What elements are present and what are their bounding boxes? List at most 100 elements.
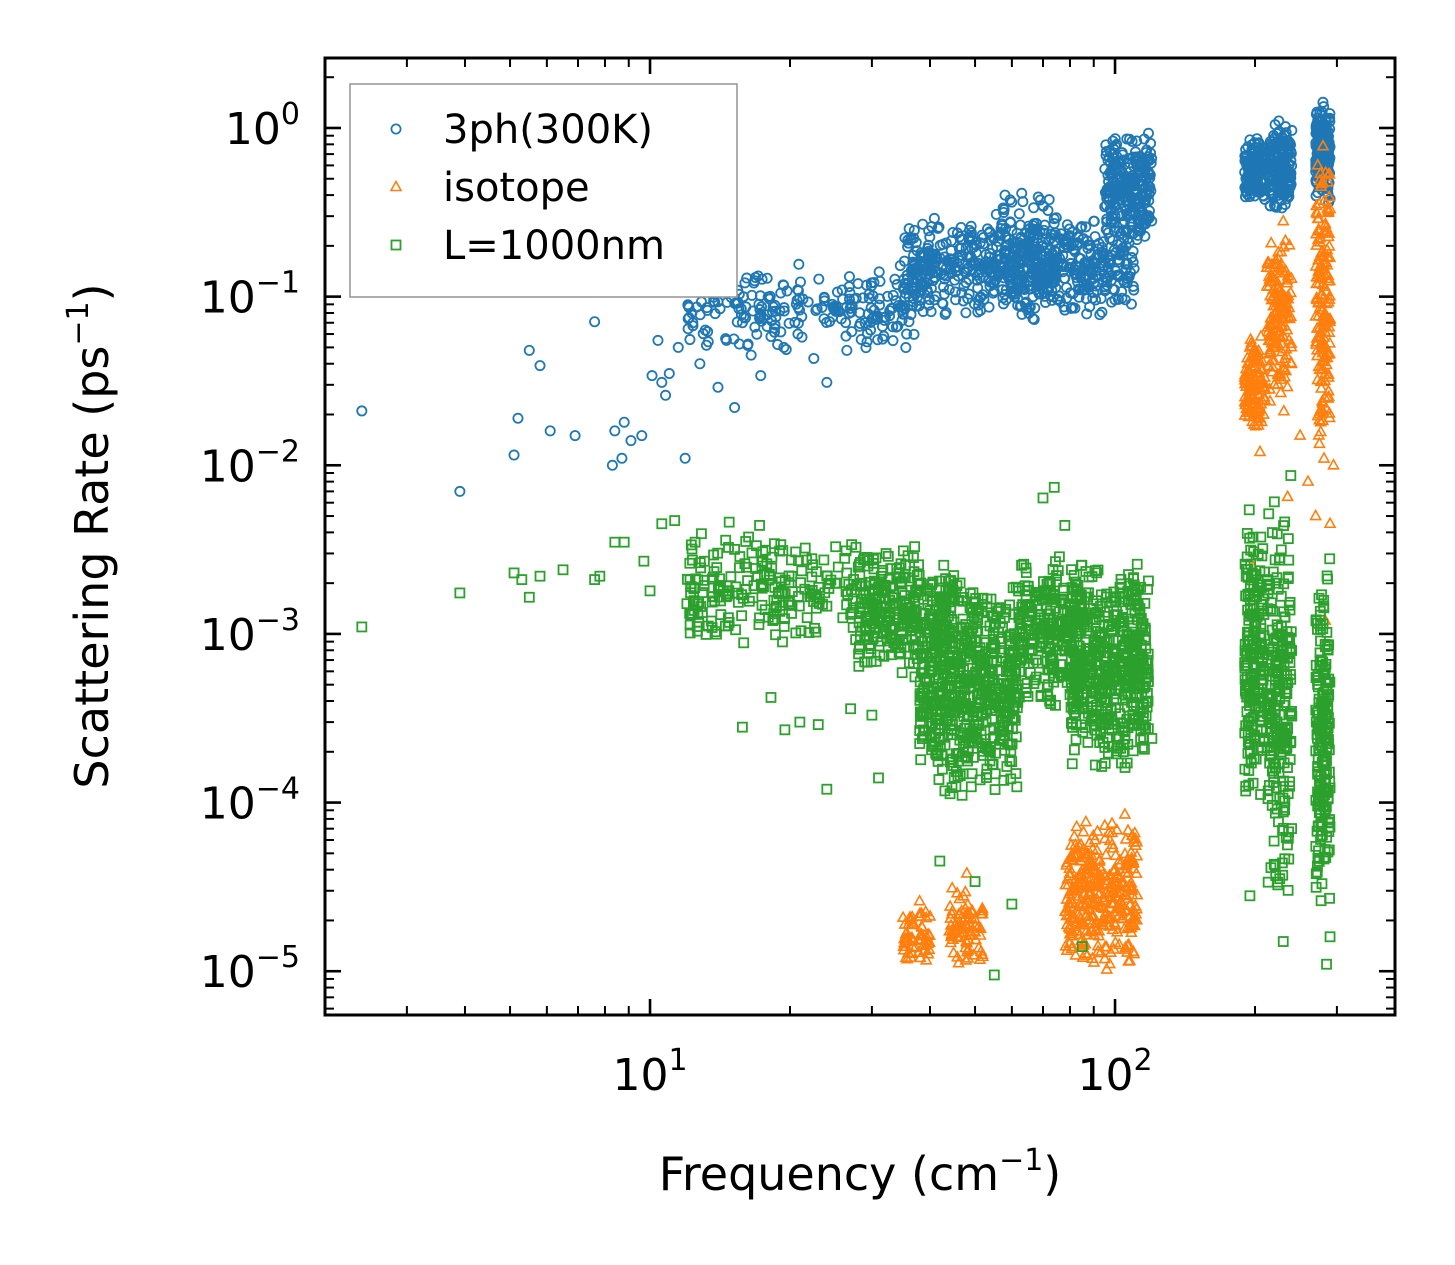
data-point — [843, 271, 855, 283]
data-point — [873, 611, 885, 623]
data-point — [1239, 182, 1251, 194]
data-point — [813, 273, 825, 285]
data-point — [1277, 240, 1291, 252]
data-point — [1000, 248, 1012, 260]
data-point — [1310, 343, 1324, 355]
data-point — [1098, 951, 1112, 964]
data-point — [888, 589, 900, 601]
data-point — [901, 269, 913, 281]
data-point — [1101, 216, 1113, 228]
data-point — [928, 258, 940, 270]
data-point — [1258, 370, 1272, 382]
data-point — [1313, 133, 1325, 145]
data-point — [1113, 198, 1125, 210]
data-point — [922, 928, 936, 940]
data-point — [801, 554, 812, 566]
data-point — [1273, 266, 1287, 278]
data-point — [1309, 508, 1322, 521]
data-point — [1096, 918, 1110, 930]
data-point — [1004, 755, 1016, 767]
data-point — [589, 316, 601, 328]
data-point — [731, 297, 743, 309]
data-point — [1314, 166, 1327, 179]
data-point — [1091, 871, 1105, 884]
data-point — [1094, 945, 1107, 958]
data-point — [754, 612, 765, 624]
data-points-layer — [356, 96, 1340, 981]
data-point — [1106, 296, 1118, 308]
data-point — [1064, 230, 1076, 242]
data-point — [943, 284, 955, 296]
data-point — [976, 903, 989, 916]
data-point — [878, 314, 890, 326]
data-point — [1127, 904, 1140, 916]
data-point — [1273, 115, 1285, 127]
data-point — [1277, 329, 1290, 342]
data-point — [1261, 320, 1274, 332]
data-point — [855, 593, 867, 605]
data-point — [870, 599, 881, 610]
data-point — [1264, 200, 1276, 212]
data-point — [973, 928, 987, 940]
data-point — [1323, 336, 1337, 348]
data-point — [1091, 824, 1104, 836]
data-point — [1140, 186, 1152, 198]
data-point — [1091, 878, 1104, 891]
data-point — [1012, 299, 1024, 311]
data-point — [1252, 366, 1265, 379]
data-point — [1125, 298, 1137, 310]
data-point — [512, 412, 524, 424]
data-point — [1078, 270, 1090, 282]
data-point — [816, 301, 828, 313]
data-point — [954, 249, 966, 261]
data-point — [1243, 340, 1257, 352]
data-point — [882, 550, 894, 562]
data-point — [1318, 218, 1332, 230]
data-point — [1081, 308, 1093, 320]
data-point — [1121, 823, 1135, 835]
data-point — [747, 305, 759, 317]
data-point — [963, 274, 975, 286]
data-point — [711, 628, 722, 640]
data-point — [715, 609, 727, 620]
data-point — [840, 545, 852, 557]
data-point — [1099, 285, 1111, 297]
data-point — [1128, 173, 1140, 185]
data-point — [905, 946, 919, 959]
data-point — [1276, 202, 1288, 214]
data-point — [1269, 199, 1281, 211]
data-point — [1079, 870, 1093, 882]
data-point — [1278, 129, 1290, 141]
data-point — [1239, 395, 1252, 407]
data-point — [1284, 309, 1298, 321]
data-point — [1105, 880, 1119, 892]
data-point — [1322, 189, 1336, 202]
data-point — [1038, 224, 1050, 236]
data-point — [1061, 872, 1074, 884]
data-point — [1301, 474, 1315, 486]
data-point — [1281, 292, 1295, 304]
data-point — [1327, 458, 1340, 470]
data-point — [1109, 199, 1121, 211]
data-point — [861, 336, 873, 348]
data-point — [811, 303, 823, 315]
data-point — [756, 555, 768, 567]
data-point — [1059, 939, 1073, 951]
data-point — [1318, 101, 1330, 113]
data-point — [772, 339, 784, 351]
data-point — [779, 613, 790, 625]
data-point — [1317, 451, 1331, 463]
data-point — [1112, 937, 1126, 950]
data-point — [1021, 303, 1033, 315]
data-point — [773, 588, 785, 600]
data-point — [1276, 307, 1289, 320]
data-point — [1130, 152, 1142, 164]
data-point — [990, 208, 1002, 220]
data-point — [872, 614, 883, 626]
data-point — [1061, 292, 1073, 304]
data-point — [976, 229, 988, 241]
data-point — [1252, 418, 1265, 430]
data-point — [925, 306, 937, 318]
data-point — [1048, 276, 1060, 288]
